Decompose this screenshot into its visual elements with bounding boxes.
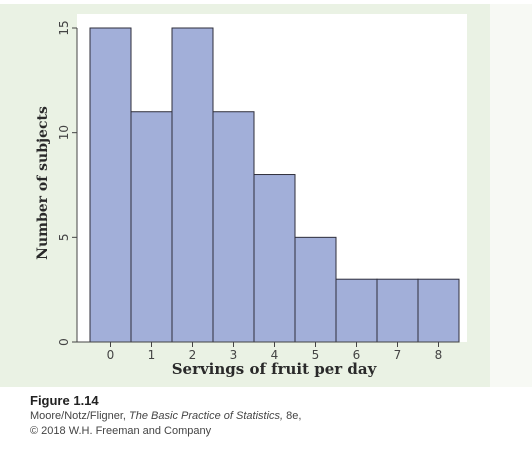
x-tick-labels: 0 1 2 3 4 5 6 7 8 <box>107 348 443 362</box>
bar-1 <box>130 111 173 343</box>
x-tick-label-0: 0 <box>107 348 115 362</box>
bar-0 <box>89 27 132 343</box>
figure-caption: Figure 1.14 Moore/Notz/Fligner, The Basi… <box>30 393 301 439</box>
book-title: The Basic Practice of Statistics, <box>129 410 284 422</box>
edition: 8e, <box>286 410 302 422</box>
bar-4 <box>253 174 296 343</box>
axes-layer <box>72 27 459 347</box>
x-tick-label-8: 8 <box>435 348 443 362</box>
authors: Moore/Notz/Fligner, <box>30 410 126 422</box>
x-tick-label-5: 5 <box>312 348 320 362</box>
copyright-line: © 2018 W.H. Freeman and Company <box>30 425 212 437</box>
x-axis-label: Servings of fruit per day <box>172 360 378 378</box>
source-line: Moore/Notz/Fligner, The Basic Practice o… <box>30 409 301 424</box>
bars-layer <box>89 27 460 343</box>
x-tick-label-6: 6 <box>353 348 361 362</box>
side-strip <box>490 4 532 387</box>
x-tick-label-7: 7 <box>394 348 402 362</box>
y-axis-label: Number of subjects <box>35 106 51 260</box>
x-tick-label-3: 3 <box>230 348 238 362</box>
bar-5 <box>294 236 337 343</box>
x-tick-label-2: 2 <box>189 348 197 362</box>
y-tick-label-10: 10 <box>57 125 71 140</box>
bar-6 <box>335 278 378 343</box>
y-tick-label-5: 5 <box>57 234 71 242</box>
figure-label: Figure 1.14 <box>30 393 99 408</box>
bar-7 <box>376 278 419 343</box>
x-tick-label-1: 1 <box>148 348 156 362</box>
bar-2 <box>171 27 214 343</box>
bar-3 <box>212 111 255 343</box>
y-tick-labels: 0 5 10 15 <box>57 20 71 345</box>
y-tick-label-15: 15 <box>57 20 71 35</box>
bar-8 <box>417 278 460 343</box>
x-tick-label-4: 4 <box>271 348 279 362</box>
y-tick-label-0: 0 <box>57 338 71 346</box>
